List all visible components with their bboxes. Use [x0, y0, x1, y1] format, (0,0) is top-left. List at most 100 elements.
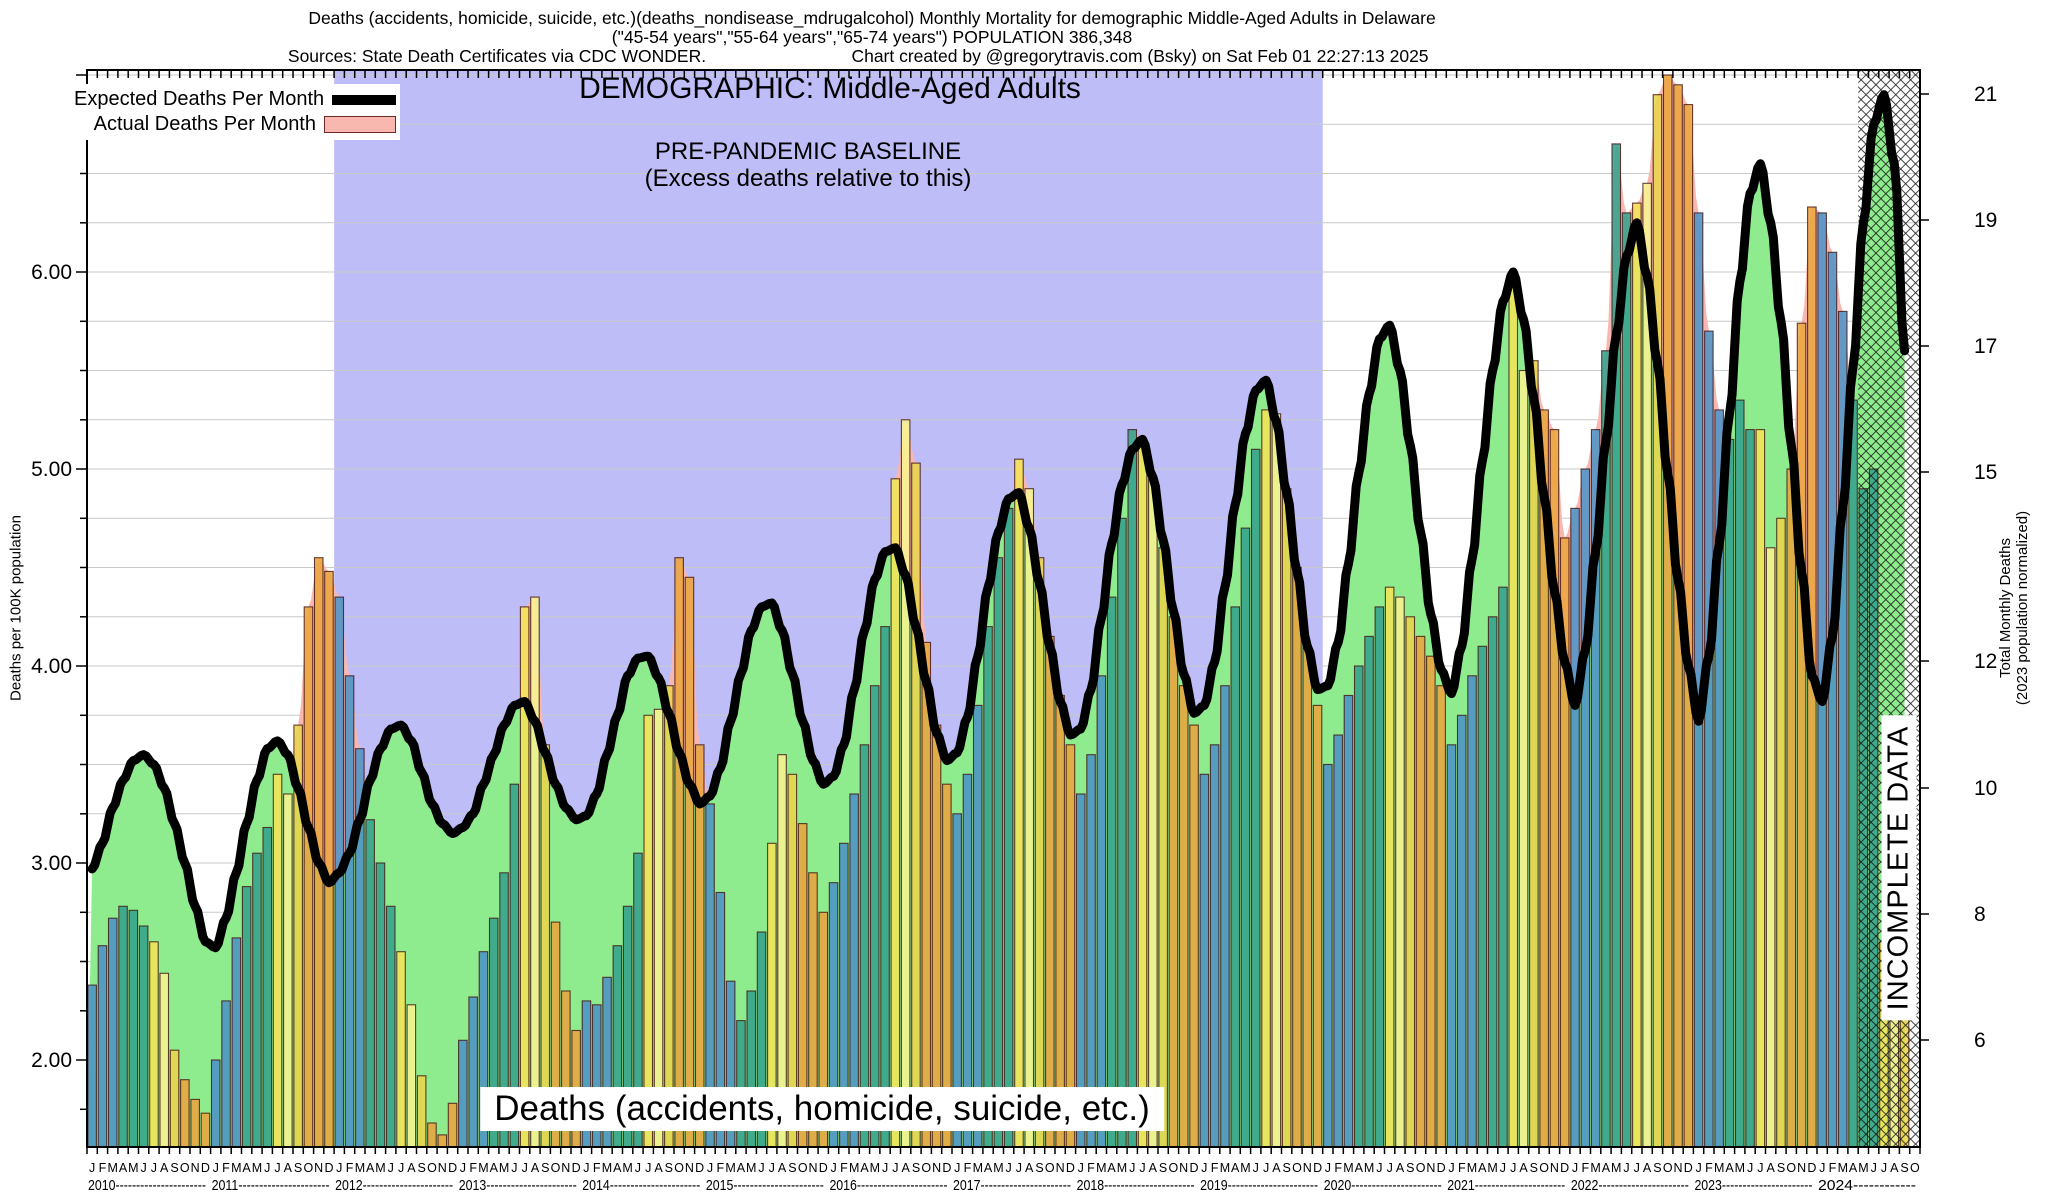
month-label: O — [1910, 1161, 1920, 1175]
month-label: J — [89, 1161, 95, 1175]
month-label: A — [902, 1161, 911, 1175]
month-label: O — [1045, 1161, 1055, 1175]
month-label: D — [1807, 1161, 1816, 1175]
month-label: S — [541, 1161, 549, 1175]
month-label: O — [1169, 1161, 1179, 1175]
month-label: M — [1343, 1161, 1353, 1175]
month-label: F — [840, 1161, 848, 1175]
year-label-2017: 2017---------------------- — [953, 1177, 1071, 1194]
month-label: A — [1849, 1161, 1858, 1175]
month-label: J — [398, 1161, 404, 1175]
bar-2021-11 — [1549, 429, 1560, 1147]
month-label: M — [375, 1161, 385, 1175]
bar-2017-06 — [1003, 507, 1014, 1147]
month-label: J — [1871, 1161, 1877, 1175]
month-label: N — [1797, 1161, 1806, 1175]
bar-2019-08 — [1271, 413, 1282, 1147]
month-label: A — [1767, 1161, 1776, 1175]
month-label: D — [942, 1161, 951, 1175]
month-label: O — [180, 1161, 190, 1175]
month-label: J — [1500, 1161, 1506, 1175]
month-label: F — [222, 1161, 230, 1175]
right-tick-21: 21 — [1974, 83, 1997, 106]
bar-2018-06 — [1127, 429, 1138, 1147]
left-axis-title: Deaths per 100K population — [7, 515, 25, 701]
bar-2011-02 — [221, 1000, 231, 1147]
month-label: M — [725, 1161, 735, 1175]
bar-2019-03 — [1220, 685, 1230, 1147]
expected-deaths-line — [87, 90, 1910, 953]
bar-2015-08 — [777, 754, 787, 1147]
bar-2010-05 — [128, 909, 139, 1147]
bar-2016-03 — [849, 793, 859, 1147]
bar-2016-04 — [859, 744, 870, 1147]
bar-2020-03 — [1343, 694, 1354, 1147]
month-label: A — [613, 1161, 622, 1175]
legend-row-actual: Actual Deaths Per Month — [74, 113, 396, 136]
bar-2017-12 — [1065, 744, 1076, 1147]
bar-2016-02 — [839, 842, 849, 1147]
month-label: D — [1066, 1161, 1075, 1175]
bar-2011-07 — [272, 773, 283, 1147]
month-label: A — [1231, 1161, 1240, 1175]
month-label: J — [511, 1161, 517, 1175]
month-label: N — [1179, 1161, 1188, 1175]
month-label: J — [1819, 1161, 1825, 1175]
month-label: M — [1487, 1161, 1497, 1175]
month-label: M — [499, 1161, 509, 1175]
month-label: F — [469, 1161, 477, 1175]
month-label: J — [1747, 1161, 1753, 1175]
month-label: D — [1437, 1161, 1446, 1175]
bar-2022-02 — [1580, 468, 1591, 1147]
bar-2023-04 — [1724, 438, 1735, 1147]
month-label: A — [1602, 1161, 1611, 1175]
bar-2014-08 — [653, 708, 664, 1147]
bar-2023-02 — [1704, 330, 1714, 1147]
month-label: M — [1838, 1161, 1848, 1175]
month-label: J — [274, 1161, 280, 1175]
bar-2011-01 — [210, 1059, 221, 1147]
bar-2010-12 — [200, 1112, 211, 1147]
month-label: O — [1292, 1161, 1302, 1175]
year-label-2022: 2022---------------------- — [1571, 1177, 1689, 1194]
month-label: S — [418, 1161, 426, 1175]
bar-2020-06 — [1374, 606, 1385, 1147]
bar-2015-02 — [715, 891, 726, 1147]
month-label: J — [1201, 1161, 1207, 1175]
month-label: O — [1416, 1161, 1426, 1175]
bar-2013-11 — [561, 990, 571, 1147]
right-axis-title-line1: Total Monthly Deaths — [1997, 537, 2014, 679]
right-axis-title: Total Monthly Deaths (2023 population no… — [1997, 511, 2031, 705]
month-label: J — [769, 1161, 775, 1175]
bar-2011-04 — [241, 886, 252, 1147]
month-label: D — [324, 1161, 333, 1175]
month-label: M — [128, 1161, 138, 1175]
bar-2011-12 — [324, 570, 334, 1147]
year-label-2010: 2010---------------------- — [88, 1177, 206, 1194]
bar-2024-02 — [1827, 251, 1838, 1147]
axis-ticks — [76, 70, 1929, 1154]
month-label: M — [1735, 1161, 1745, 1175]
bar-2017-01 — [952, 813, 962, 1147]
bar-2012-07 — [396, 951, 406, 1147]
month-label: J — [264, 1161, 270, 1175]
bar-2013-04 — [488, 917, 499, 1147]
month-label: J — [1139, 1161, 1145, 1175]
month-label: M — [849, 1161, 859, 1175]
bar-2020-10 — [1415, 635, 1426, 1147]
bar-2022-08 — [1642, 182, 1652, 1147]
month-label: A — [737, 1161, 746, 1175]
month-label: A — [778, 1161, 787, 1175]
month-label: J — [388, 1161, 394, 1175]
bar-2021-05 — [1487, 616, 1498, 1147]
month-label: S — [1653, 1161, 1661, 1175]
bar-2012-10 — [427, 1122, 437, 1147]
month-label: M — [355, 1161, 365, 1175]
month-label: J — [1263, 1161, 1269, 1175]
month-label: F — [346, 1161, 354, 1175]
month-label: S — [788, 1161, 796, 1175]
right-tick-17: 17 — [1974, 335, 1997, 358]
month-label: O — [674, 1161, 684, 1175]
month-label: F — [1211, 1161, 1219, 1175]
